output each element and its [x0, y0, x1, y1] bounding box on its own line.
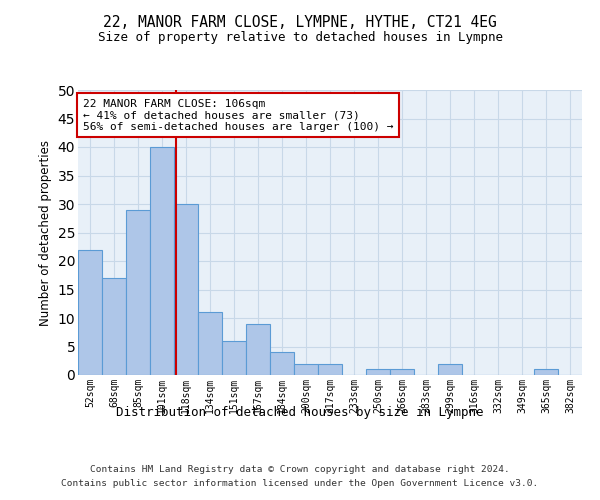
Bar: [102, 278, 126, 375]
Text: Size of property relative to detached houses in Lympne: Size of property relative to detached ho…: [97, 31, 503, 44]
Bar: [174, 204, 198, 375]
Bar: [222, 341, 246, 375]
Y-axis label: Number of detached properties: Number of detached properties: [39, 140, 52, 326]
Text: 22, MANOR FARM CLOSE, LYMPNE, HYTHE, CT21 4EG: 22, MANOR FARM CLOSE, LYMPNE, HYTHE, CT2…: [103, 15, 497, 30]
Bar: [294, 364, 318, 375]
Bar: [78, 250, 102, 375]
Bar: [198, 312, 222, 375]
Bar: [126, 210, 150, 375]
Text: Contains public sector information licensed under the Open Government Licence v3: Contains public sector information licen…: [61, 480, 539, 488]
Bar: [246, 324, 270, 375]
Text: 22 MANOR FARM CLOSE: 106sqm
← 41% of detached houses are smaller (73)
56% of sem: 22 MANOR FARM CLOSE: 106sqm ← 41% of det…: [83, 98, 394, 132]
Bar: [366, 370, 390, 375]
Bar: [270, 352, 294, 375]
Bar: [438, 364, 462, 375]
Bar: [150, 147, 174, 375]
Text: Distribution of detached houses by size in Lympne: Distribution of detached houses by size …: [116, 406, 484, 419]
Bar: [534, 370, 558, 375]
Bar: [390, 370, 414, 375]
Text: Contains HM Land Registry data © Crown copyright and database right 2024.: Contains HM Land Registry data © Crown c…: [90, 466, 510, 474]
Bar: [318, 364, 342, 375]
